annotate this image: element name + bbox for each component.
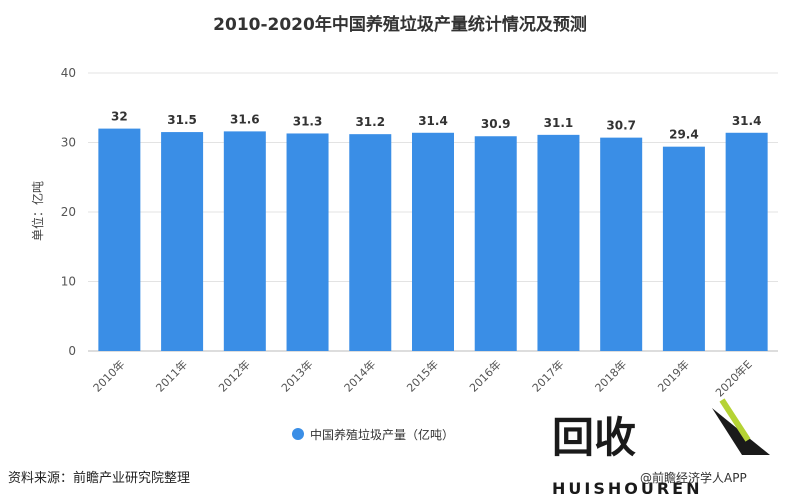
data-label: 32	[111, 110, 128, 124]
data-label: 31.6	[230, 112, 260, 126]
x-tick-label: 2015年	[404, 357, 441, 394]
logo-text-cn: 回收	[552, 413, 636, 462]
x-tick-label: 2013年	[278, 357, 315, 394]
data-label: 31.5	[167, 113, 197, 127]
y-tick-label: 0	[68, 344, 76, 358]
x-tick-label: 2016年	[466, 357, 503, 394]
bar	[286, 133, 329, 351]
data-labels: 32 31.5 31.6 31.3 31.2 31.4 30.9 31.1 30.7 29.4 31…	[111, 110, 761, 142]
data-label: 31.1	[544, 116, 574, 130]
data-label: 30.7	[606, 119, 636, 133]
x-tick-label: 2014年	[341, 357, 378, 394]
data-label: 30.9	[481, 117, 511, 131]
legend-marker	[292, 428, 304, 440]
logo-text-en: HUISHOUREN	[552, 479, 702, 498]
y-tick-label: 20	[61, 205, 76, 219]
credit-note: @前瞻经济学人APP	[640, 470, 747, 485]
legend: 中国养殖垃圾产量（亿吨）	[292, 427, 454, 442]
bar	[474, 136, 517, 351]
bars	[98, 128, 768, 351]
data-label: 31.4	[732, 114, 762, 128]
bar	[600, 137, 643, 351]
bar	[223, 131, 266, 351]
y-tick-label: 40	[61, 66, 76, 80]
bar	[537, 134, 580, 351]
data-label: 31.4	[418, 114, 448, 128]
bar	[98, 128, 141, 351]
data-label: 29.4	[669, 128, 699, 142]
y-tick-label: 30	[61, 136, 76, 150]
y-tick-label: 10	[61, 275, 76, 289]
x-axis-ticks: 2010年 2011年 2012年 2013年 2014年 2015年 2016年 2017年…	[90, 357, 755, 399]
bar	[349, 134, 392, 351]
logo: 回收 HUISHOUREN	[552, 398, 770, 498]
data-label: 31.3	[293, 114, 323, 128]
x-tick-label: 2010年	[90, 357, 127, 394]
y-axis-ticks: 0 10 20 30 40	[61, 66, 76, 358]
bar	[725, 132, 768, 351]
x-tick-label: 2019年	[655, 357, 692, 394]
bar	[161, 132, 204, 351]
x-tick-label: 2018年	[592, 357, 629, 394]
data-label: 31.2	[355, 115, 385, 129]
logo-accent	[719, 398, 751, 442]
bar	[412, 132, 454, 351]
source-note: 资料来源：前瞻产业研究院整理	[8, 470, 190, 486]
legend-label: 中国养殖垃圾产量（亿吨）	[310, 427, 454, 442]
bar	[662, 146, 705, 351]
x-tick-label: 2020年E	[712, 357, 754, 399]
x-tick-label: 2011年	[153, 357, 190, 394]
chart-title: 2010-2020年中国养殖垃圾产量统计情况及预测	[213, 14, 587, 35]
x-tick-label: 2012年	[215, 357, 252, 394]
x-tick-label: 2017年	[529, 357, 566, 394]
y-axis-label: 单位：亿吨	[30, 181, 45, 241]
